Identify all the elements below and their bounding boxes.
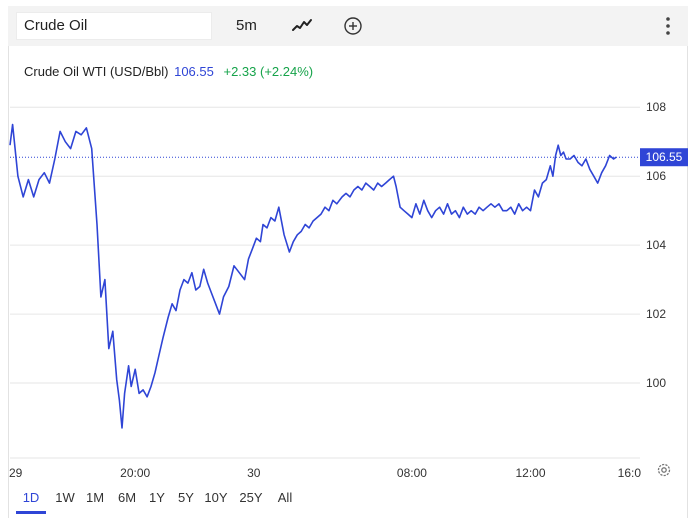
last-price-tag-label: 106.55 <box>646 150 683 164</box>
legend-price: 106.55 <box>174 64 214 79</box>
y-tick-label: 102 <box>646 307 666 321</box>
grid-lines <box>10 106 640 459</box>
chart-settings-icon[interactable] <box>656 462 672 478</box>
range-button-10y[interactable]: 10Y <box>204 490 228 505</box>
symbol-search-input[interactable]: Crude Oil <box>16 12 212 40</box>
x-tick-label: 08:00 <box>397 466 427 480</box>
interval-selector[interactable]: 5m <box>236 17 257 34</box>
more-menu-icon[interactable] <box>656 14 680 38</box>
last-price-tag: 106.55 <box>640 148 688 167</box>
x-tick-label: 30 <box>247 466 261 480</box>
last-price-tag-bg <box>640 148 688 167</box>
chart-toolbar: Crude Oil 5m <box>8 6 688 46</box>
range-button-all[interactable]: All <box>277 490 293 505</box>
y-tick-label: 108 <box>646 100 666 114</box>
y-tick-label: 106 <box>646 169 666 183</box>
x-tick-label: 29 <box>9 466 23 480</box>
y-tick-label: 104 <box>646 238 666 252</box>
y-axis: 100 102 104 106 108 <box>646 100 666 390</box>
range-button-1w[interactable]: 1W <box>55 490 75 505</box>
range-button-1d[interactable]: 1D <box>16 486 46 514</box>
x-tick-label: 16:0 <box>618 466 642 480</box>
x-axis: 29 20:00 30 08:00 12:00 16:0 <box>9 466 641 480</box>
range-button-1m[interactable]: 1M <box>85 490 105 505</box>
x-tick-label: 20:00 <box>120 466 150 480</box>
range-button-6m[interactable]: 6M <box>117 490 137 505</box>
add-comparison-icon[interactable] <box>341 14 365 38</box>
price-series-line <box>9 123 617 429</box>
line-chart-type-icon[interactable] <box>290 14 314 38</box>
chart-legend: Crude Oil WTI (USD/Bbl) 106.55 +2.33 (+2… <box>24 64 313 79</box>
legend-instrument: Crude Oil WTI (USD/Bbl) <box>24 64 169 79</box>
range-button-25y[interactable]: 25Y <box>239 490 263 505</box>
x-tick-label: 12:00 <box>516 466 546 480</box>
y-tick-label: 100 <box>646 376 666 390</box>
legend-change: +2.33 (+2.24%) <box>223 64 314 79</box>
chart-frame <box>8 6 688 518</box>
range-button-1y[interactable]: 1Y <box>149 490 165 505</box>
range-button-5y[interactable]: 5Y <box>178 490 194 505</box>
symbol-name: Crude Oil <box>24 17 88 34</box>
